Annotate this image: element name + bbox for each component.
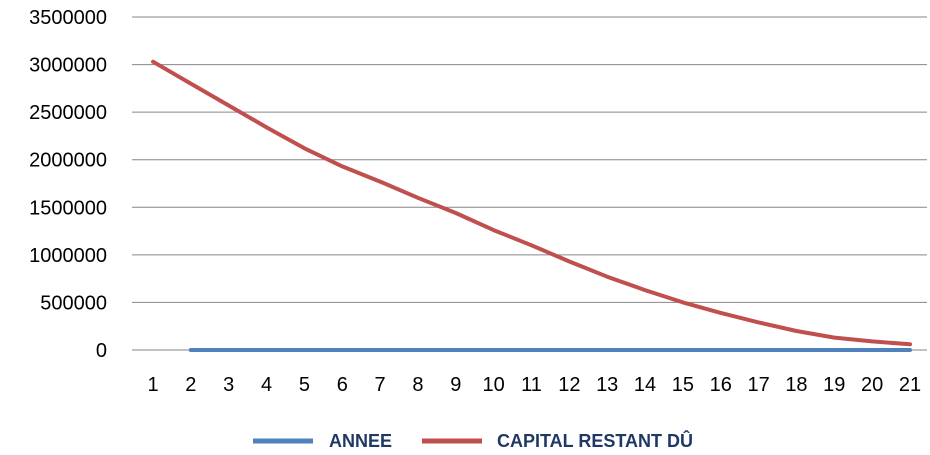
- y-tick-label: 3000000: [29, 55, 107, 77]
- y-tick-label: 0: [96, 340, 107, 362]
- x-tick-label: 2: [185, 374, 196, 396]
- x-tick-label: 7: [375, 374, 386, 396]
- legend-label: ANNEE: [329, 431, 392, 451]
- x-tick-label: 10: [483, 374, 505, 396]
- legend: ANNEE CAPITAL RESTANT DÛ: [253, 430, 693, 451]
- series-lines: [151, 59, 912, 352]
- y-axis-tick-labels: 0 500000 1000000 1500000 2000000 2500000 30000…: [29, 7, 107, 362]
- x-tick-label: 12: [558, 374, 580, 396]
- y-tick-label: 500000: [40, 292, 107, 314]
- x-tick-label: 14: [634, 374, 656, 396]
- series-line-2: [151, 59, 912, 347]
- legend-label: CAPITAL RESTANT DÛ: [497, 430, 693, 451]
- y-tick-label: 3500000: [29, 7, 107, 29]
- x-tick-label: 15: [672, 374, 694, 396]
- x-tick-label: 16: [710, 374, 732, 396]
- x-tick-label: 17: [747, 374, 769, 396]
- x-tick-label: 1: [147, 374, 158, 396]
- x-tick-label: 21: [899, 374, 921, 396]
- x-tick-label: 9: [450, 374, 461, 396]
- gridlines: [132, 16, 927, 351]
- x-tick-label: 18: [785, 374, 807, 396]
- x-tick-label: 13: [596, 374, 618, 396]
- x-axis-tick-labels: 1 2 3 4 5 6 7 8 9 10 11 12 13 14 15 16 17 18 19 20 21: [147, 374, 921, 396]
- x-tick-label: 6: [337, 374, 348, 396]
- x-tick-label: 3: [223, 374, 234, 396]
- x-tick-label: 11: [521, 374, 542, 396]
- y-tick-label: 2500000: [29, 102, 107, 124]
- x-tick-label: 19: [823, 374, 845, 396]
- y-tick-label: 1000000: [29, 245, 107, 267]
- x-tick-label: 5: [299, 374, 310, 396]
- x-tick-label: 4: [261, 374, 272, 396]
- x-tick-label: 20: [861, 374, 883, 396]
- x-tick-label: 8: [412, 374, 423, 396]
- y-tick-label: 1500000: [29, 197, 107, 219]
- y-tick-label: 2000000: [29, 150, 107, 172]
